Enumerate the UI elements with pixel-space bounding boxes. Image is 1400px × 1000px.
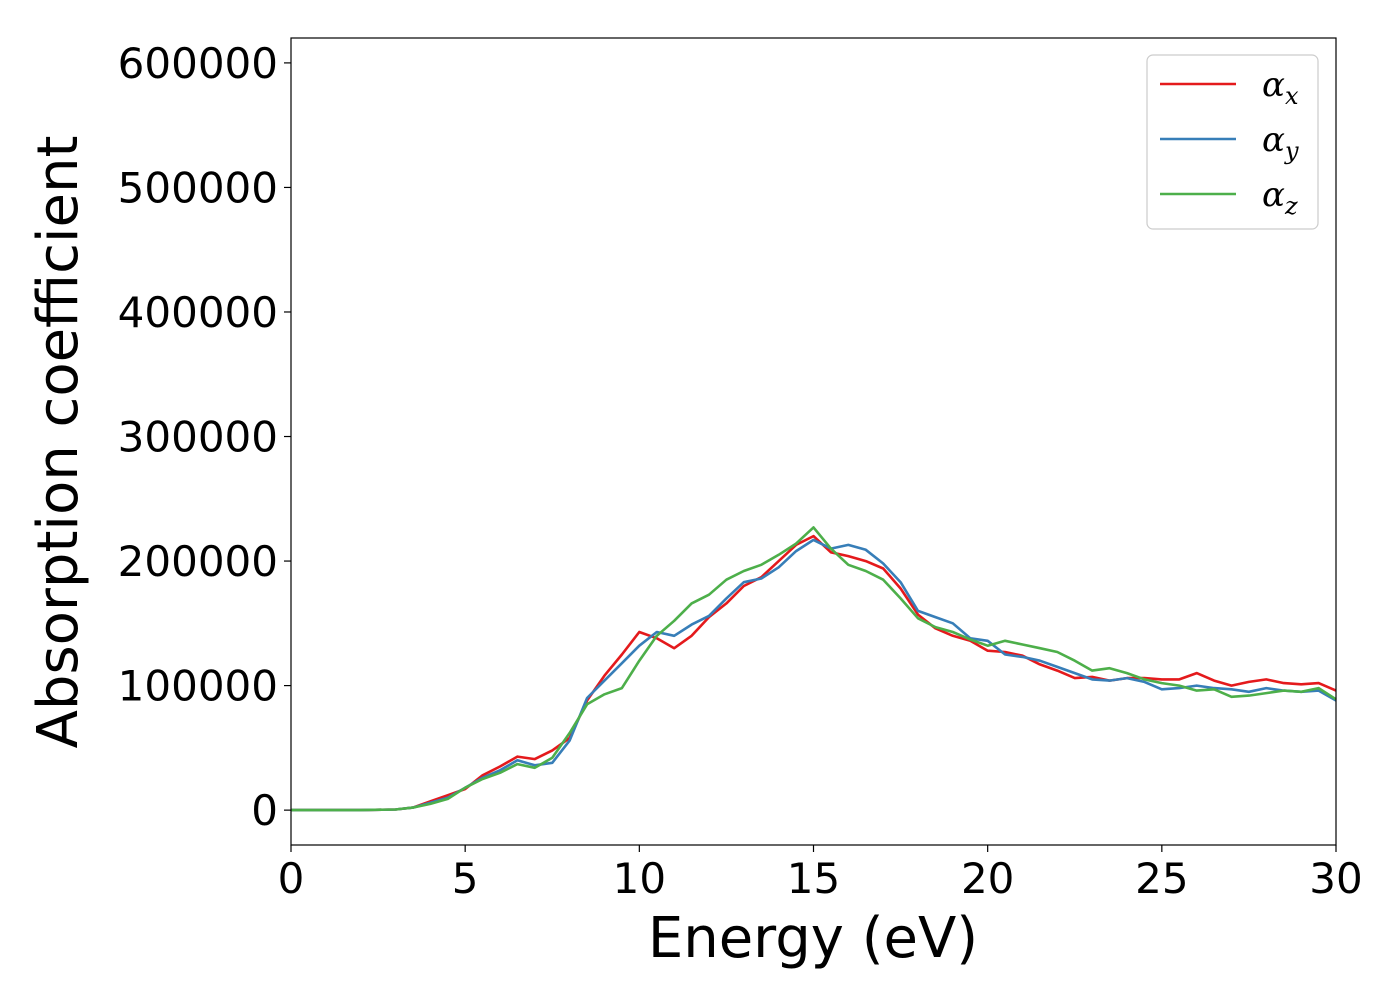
x-tick-label: 15	[787, 854, 840, 903]
y-axis-title: Absorption coefficient	[26, 136, 91, 749]
x-tick-label: 30	[1309, 854, 1362, 903]
x-tick-label: 25	[1135, 854, 1188, 903]
x-axis: 0 5 10 15 20 25 30	[278, 845, 1363, 903]
x-tick-label: 0	[278, 854, 305, 903]
y-tick-label: 600000	[118, 39, 278, 88]
x-tick-label: 5	[452, 854, 479, 903]
legend: αx αy αz	[1146, 54, 1319, 230]
legend-box	[1146, 54, 1319, 230]
series-line-z	[291, 526, 1337, 812]
legend-label-z: αz	[1262, 175, 1298, 220]
y-tick-label: 400000	[118, 288, 278, 337]
y-tick-label: 200000	[118, 537, 278, 586]
y-tick-label: 500000	[118, 163, 278, 212]
x-axis-title: Energy (eV)	[648, 906, 978, 971]
series-line-x	[291, 534, 1337, 812]
legend-label-x: αx	[1262, 65, 1299, 110]
y-tick-label: 300000	[118, 413, 278, 462]
x-tick-label: 10	[613, 854, 666, 903]
series-layer	[291, 526, 1337, 812]
y-axis: 0 100000 200000 300000 400000 500000 600000	[118, 39, 291, 835]
y-tick-label: 100000	[118, 662, 278, 711]
series-line-y	[291, 538, 1337, 812]
x-tick-label: 20	[961, 854, 1014, 903]
legend-label-y: αy	[1262, 120, 1299, 165]
y-tick-label: 0	[251, 786, 278, 835]
